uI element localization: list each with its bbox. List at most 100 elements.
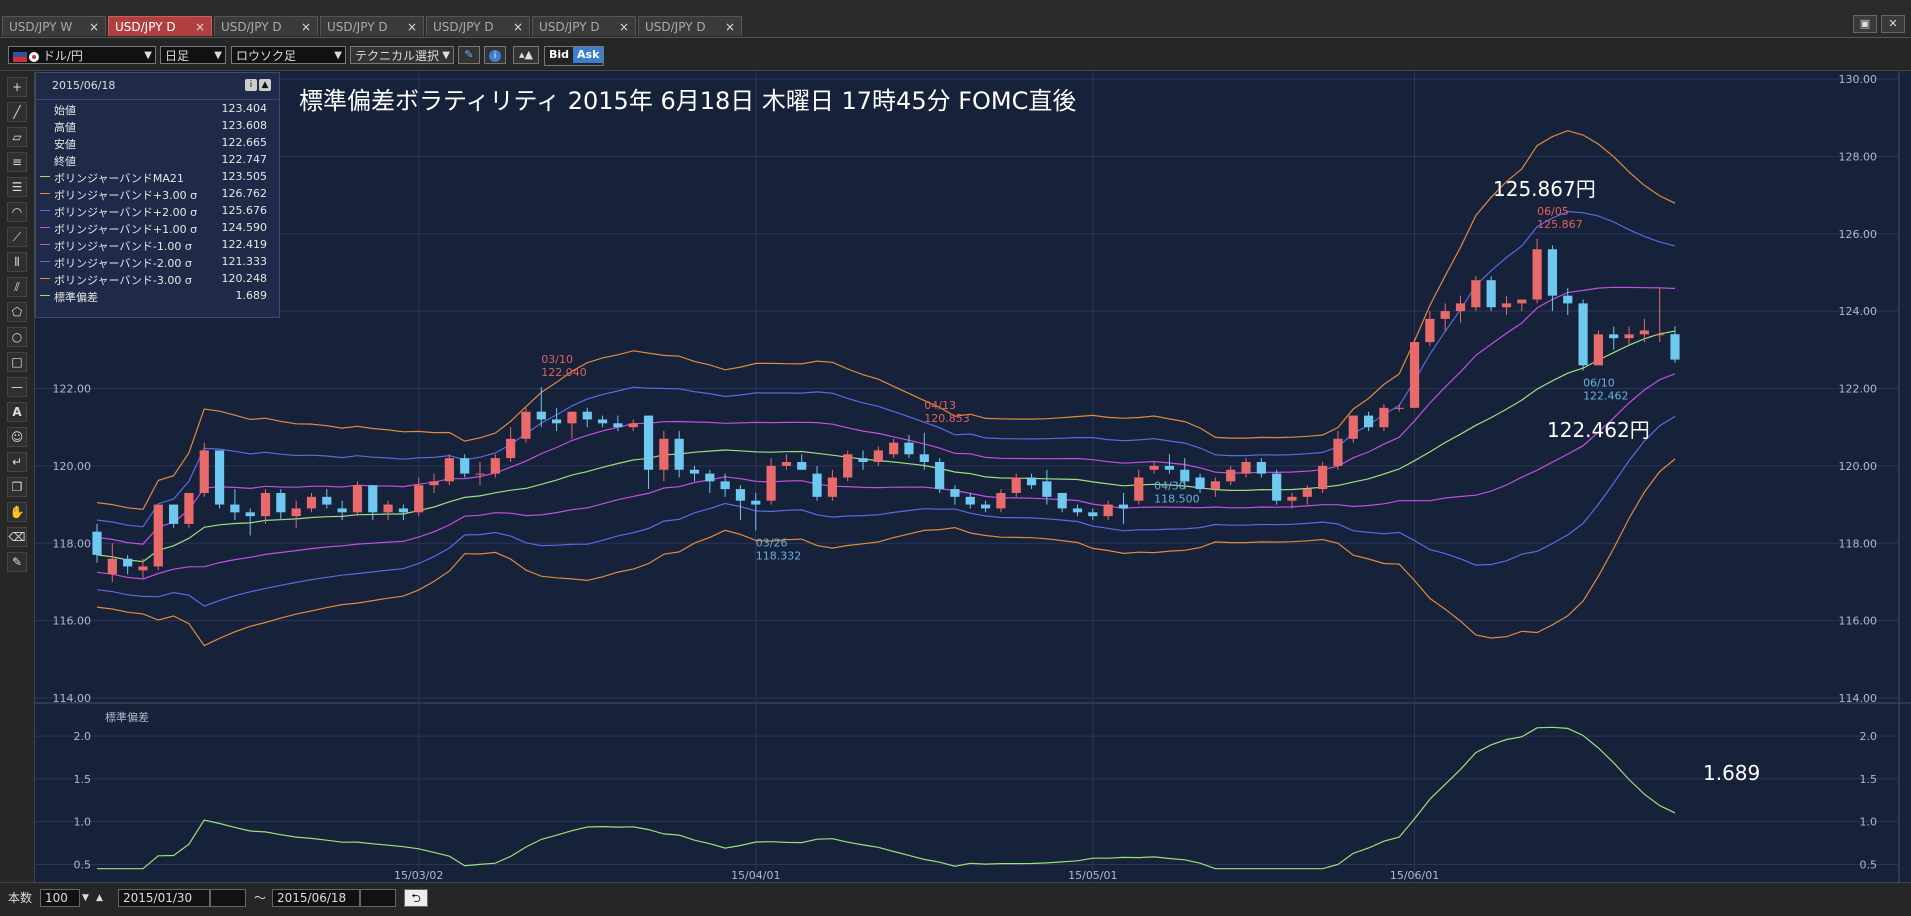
info-label: ボリンジャーバンド-3.00 σ	[54, 274, 192, 287]
bollinger-minus1-line	[96, 373, 1676, 580]
tab-6[interactable]: USD/JPY D ×	[532, 16, 636, 36]
icon-tool-button[interactable]: ☺	[7, 427, 27, 447]
candle-body	[1578, 303, 1588, 366]
close-window-button[interactable]: ✕	[1881, 15, 1905, 33]
candle-body	[613, 423, 623, 428]
info-value: 121.333	[221, 255, 268, 268]
eraser-tool-button[interactable]: ⌫	[7, 527, 27, 547]
line-tool-button[interactable]: —	[7, 377, 27, 397]
arrow-tool-button[interactable]: ↵	[7, 452, 27, 472]
tab-close-icon[interactable]: ×	[724, 20, 735, 34]
drawing-tools-column: + ╱ ▱ ≡ ☰ ◠ ⟋ ⦀ ⫽ ⬠ ○ □ — A ☺ ↵ ❐ ✋ ⌫ ✎	[0, 71, 35, 882]
info-button[interactable]: i	[484, 46, 506, 64]
crosshair-tool-button[interactable]: +	[7, 77, 27, 97]
count-input[interactable]: 100	[40, 889, 80, 907]
channel-tool-button[interactable]: ☰	[7, 177, 27, 197]
chart-area[interactable]: 130.00130.00128.00128.00126.00126.00124.…	[35, 71, 1911, 882]
from-date-input[interactable]: 2015/01/30	[118, 889, 210, 907]
point-value-label: 125.867	[1537, 218, 1583, 231]
fan-tool-button[interactable]: ⟋	[7, 227, 27, 247]
price-tick-label-left: 120.00	[53, 460, 92, 473]
tab-close-icon[interactable]: ×	[88, 20, 99, 34]
candle-body	[582, 411, 592, 420]
horizontal-line-tool-button[interactable]: ≡	[7, 152, 27, 172]
tab-4[interactable]: USD/JPY D ×	[320, 16, 424, 36]
info-row: 始値 123.404	[36, 100, 279, 117]
to-date-input[interactable]: 2015/06/18	[272, 889, 360, 907]
info-label: 終値	[54, 155, 76, 168]
erase-all-tool-button[interactable]: ✎	[7, 552, 27, 572]
arc-tool-button[interactable]: ◠	[7, 202, 27, 222]
to-time-input[interactable]	[360, 889, 396, 907]
collapse-icon[interactable]: ▲	[259, 79, 271, 91]
copy-tool-button[interactable]: ❐	[7, 477, 27, 497]
return-arrow-icon: ⮌	[411, 891, 421, 905]
tab-close-icon[interactable]: ×	[194, 20, 205, 34]
tab-close-icon[interactable]: ×	[406, 20, 417, 34]
candle-body	[414, 485, 424, 513]
candle-body	[873, 450, 883, 463]
candle-body	[659, 438, 669, 470]
mountain-chart-icon: ▴▲	[519, 48, 533, 61]
hand-tool-button[interactable]: ✋	[7, 502, 27, 522]
chevron-down-icon: ▼	[442, 50, 450, 61]
candle-body	[843, 454, 853, 478]
candle-body	[1593, 334, 1603, 366]
info-icon[interactable]: i	[245, 79, 257, 91]
candle-body	[291, 508, 301, 517]
circle-tool-button[interactable]: ○	[7, 327, 27, 347]
rectangle-tool-button[interactable]: □	[7, 352, 27, 372]
polygon-tool-button[interactable]: ⬠	[7, 302, 27, 322]
restore-window-button[interactable]: ▣	[1853, 15, 1877, 33]
info-row: ボリンジャーバンド+1.00 σ 124.590	[36, 219, 279, 236]
count-down-icon[interactable]: ▼	[82, 893, 89, 903]
mountain-chart-button[interactable]: ▴▲	[513, 46, 539, 64]
pencil-tool-button[interactable]: ✎	[458, 46, 480, 64]
info-value: 122.419	[221, 238, 268, 251]
series-color-mark	[40, 244, 50, 245]
technical-select[interactable]: テクニカル選択 ▼	[350, 46, 454, 64]
count-up-icon[interactable]: ▲	[96, 893, 103, 903]
timeframe-select[interactable]: 日足 ▼	[160, 46, 226, 64]
candle-body	[1134, 477, 1144, 501]
tab-2[interactable]: USD/JPY D ×	[108, 16, 212, 36]
candle-body	[1455, 303, 1466, 312]
pitchfork-tool-button[interactable]: ⫽	[7, 277, 27, 297]
info-icon: i	[489, 50, 501, 62]
reload-button[interactable]: ⮌	[404, 889, 428, 907]
text-tool-button[interactable]: A	[7, 402, 27, 422]
info-label: ボリンジャーバンド-2.00 σ	[54, 257, 192, 270]
chart-type-select[interactable]: ロウソク足 ▼	[231, 46, 346, 64]
trendline-tool-button[interactable]: ╱	[7, 102, 27, 122]
tab-close-icon[interactable]: ×	[618, 20, 629, 34]
candle-body	[1072, 508, 1083, 513]
tab-label: USD/JPY D	[645, 20, 706, 34]
currency-select[interactable]: ドル/円 ▼	[8, 46, 156, 64]
low-annotation: 122.462円	[1547, 418, 1650, 442]
sd-tick-label-right: 1.0	[1860, 816, 1878, 829]
tab-close-icon[interactable]: ×	[512, 20, 523, 34]
footer-bar: 本数 100 ▼ ▲ 2015/01/30 ～ 2015/06/18 ⮌	[0, 882, 1911, 916]
ruler-tool-button[interactable]: ▱	[7, 127, 27, 147]
tab-5[interactable]: USD/JPY D ×	[426, 16, 530, 36]
tab-3[interactable]: USD/JPY D ×	[214, 16, 318, 36]
chart-svg[interactable]: 130.00130.00128.00128.00126.00126.00124.…	[35, 71, 1911, 882]
info-date: 2015/06/18	[52, 79, 116, 92]
candle-body	[1210, 481, 1220, 490]
candle-body	[797, 462, 807, 470]
from-time-input[interactable]	[210, 889, 246, 907]
candle-body	[199, 450, 209, 493]
info-row: ボリンジャーバンド+2.00 σ 125.676	[36, 202, 279, 219]
info-value: 122.747	[221, 153, 268, 166]
bid-ask-toggle[interactable]: Bid Ask	[544, 46, 605, 66]
tab-close-icon[interactable]: ×	[300, 20, 311, 34]
bid-button[interactable]: Bid	[545, 47, 574, 63]
tab-7[interactable]: USD/JPY D ×	[638, 16, 742, 36]
arrow-icon: ↵	[11, 455, 23, 469]
candle-body	[429, 481, 439, 486]
vertical-lines-tool-button[interactable]: ⦀	[7, 252, 27, 272]
tab-1[interactable]: USD/JPY W ×	[2, 16, 106, 36]
bollinger-minus3-line	[96, 458, 1676, 647]
time-tick-label: 15/04/01	[731, 869, 780, 882]
ask-button[interactable]: Ask	[573, 47, 604, 63]
